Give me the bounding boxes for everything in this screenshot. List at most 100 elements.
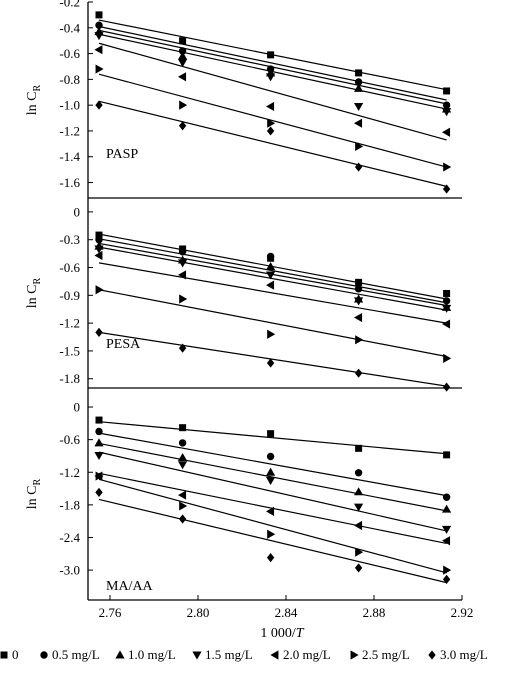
- data-point: [178, 51, 188, 60]
- x-axis-title-variable: T: [296, 626, 305, 641]
- fit-line: [98, 432, 447, 497]
- data-point: [442, 297, 451, 305]
- data-point: [179, 501, 188, 511]
- legend-label: 3.0 mg/L: [440, 647, 488, 662]
- data-point: [95, 471, 104, 481]
- x-tick-label: 2.88: [363, 605, 386, 620]
- data-point: [266, 280, 275, 290]
- data-point: [354, 118, 363, 128]
- data-point: [266, 271, 276, 280]
- data-point: [178, 72, 187, 82]
- data-point: [354, 78, 363, 86]
- data-point: [178, 270, 187, 280]
- data-point: [266, 506, 275, 516]
- data-point: [178, 343, 187, 353]
- data-point: [266, 476, 276, 486]
- data-point: [355, 141, 364, 152]
- panel-pasp: -0.2 -0.4 -0.6 -0.8 -1.0 -1.2 -1.4 -1.6 PASP ln C…: [25, 0, 462, 199]
- legend-item: 0.5 mg/L: [40, 647, 100, 662]
- panel-ma-aa: 0 -0.6 -1.2 -1.8 -2.4 -3.0 MA/AA ln CR: [25, 388, 462, 601]
- data-point: [354, 520, 363, 531]
- series-4: [94, 471, 451, 546]
- y-tick-label: -0.9: [59, 288, 80, 303]
- y-tick-label: 0: [74, 204, 81, 219]
- y-axis-title-subscript: R: [32, 277, 43, 284]
- legend-label: 1.0 mg/L: [128, 647, 176, 662]
- data-point: [443, 353, 452, 363]
- data-point: [442, 108, 452, 117]
- legend-item: 1.0 mg/L: [115, 647, 176, 662]
- data-point: [266, 252, 275, 261]
- legend: 0 0.5 mg/L 1.0 mg/L 1.5 mg/L 2.0 mg/L 2.5 mg/…: [0, 647, 488, 662]
- series-4: [94, 42, 451, 141]
- data-point: [179, 37, 187, 45]
- y-tick-label: -1.0: [59, 98, 80, 113]
- data-point: [95, 11, 103, 19]
- data-point: [179, 100, 188, 110]
- x-axis: 2.76 2.80 2.84 2.88 2.92: [99, 595, 474, 620]
- data-point: [178, 121, 187, 131]
- data-point: [266, 467, 276, 476]
- x-tick-label: 2.76: [99, 605, 122, 620]
- data-point: [442, 504, 452, 513]
- legend-marker: [40, 651, 48, 659]
- series-6: [95, 100, 451, 194]
- y-tick-label: -1.6: [59, 175, 80, 190]
- y-tick-label: -0.4: [59, 20, 80, 35]
- legend-marker: [192, 651, 202, 660]
- legend-marker: [115, 650, 125, 659]
- series-0: [95, 11, 451, 95]
- fit-line: [98, 238, 447, 304]
- data-point: [354, 312, 363, 323]
- data-point: [95, 236, 103, 244]
- series-1: [95, 236, 451, 305]
- legend-marker: [270, 650, 279, 660]
- y-axis-title: ln CR: [25, 277, 43, 308]
- y-tick-label: -1.8: [59, 497, 80, 512]
- legend-marker: [0, 651, 8, 659]
- data-point: [442, 536, 451, 546]
- y-tick-label: -1.2: [59, 316, 80, 331]
- x-axis-title-main: 1 000/: [260, 626, 296, 641]
- series-3: [94, 32, 452, 117]
- data-point: [442, 493, 451, 501]
- data-point: [94, 438, 104, 447]
- data-point: [443, 451, 451, 459]
- data-point: [267, 118, 276, 128]
- fit-line: [98, 478, 447, 574]
- data-point: [95, 427, 103, 436]
- y-tick-label: -1.2: [59, 123, 80, 138]
- y-tick-label: -2.4: [59, 530, 80, 545]
- data-point: [355, 444, 363, 452]
- y-tick-label: -0.8: [59, 72, 80, 87]
- data-point: [178, 461, 188, 470]
- data-point: [266, 126, 275, 136]
- fit-line: [98, 73, 447, 168]
- data-point: [266, 73, 276, 82]
- fit-line: [98, 25, 447, 101]
- x-tick-label: 2.92: [451, 605, 474, 620]
- y-tick-label: -0.6: [59, 260, 80, 275]
- y-tick-label: -0.6: [59, 432, 80, 447]
- x-tick-label: 2.84: [275, 605, 298, 620]
- data-point: [443, 289, 451, 297]
- fit-line: [98, 421, 447, 455]
- data-point: [94, 451, 104, 461]
- y-tick-label: -1.5: [59, 343, 80, 358]
- fit-line: [98, 331, 447, 387]
- data-point: [95, 285, 104, 295]
- data-point: [443, 87, 451, 95]
- data-point: [178, 514, 187, 524]
- series-5: [95, 471, 452, 575]
- data-point: [95, 64, 104, 74]
- series-6: [95, 487, 451, 584]
- fit-line: [98, 451, 447, 532]
- data-point: [178, 452, 188, 462]
- data-point: [354, 503, 364, 512]
- data-point: [443, 565, 452, 575]
- series-2: [94, 241, 452, 311]
- data-point: [266, 101, 275, 112]
- legend-item: 1.5 mg/L: [192, 647, 253, 662]
- series-4: [94, 250, 451, 329]
